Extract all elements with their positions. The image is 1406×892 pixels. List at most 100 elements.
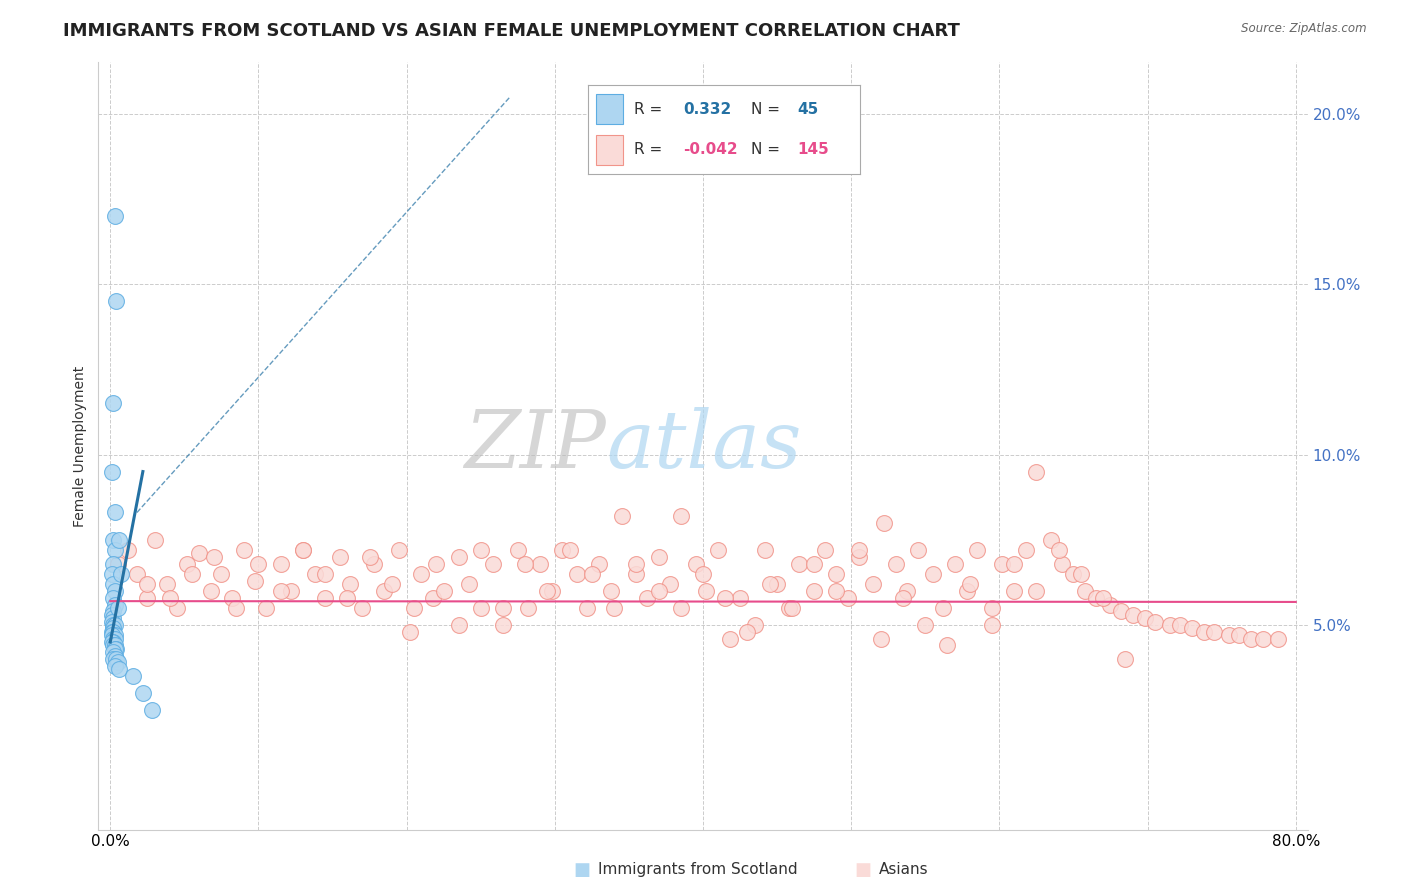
Point bbox=[551, 543, 574, 558]
Point bbox=[470, 601, 492, 615]
Point bbox=[914, 618, 936, 632]
Point bbox=[991, 557, 1014, 571]
Point bbox=[932, 601, 955, 615]
Point bbox=[1229, 628, 1251, 642]
Point bbox=[1002, 557, 1025, 571]
Point bbox=[576, 601, 599, 615]
Point bbox=[100, 465, 122, 479]
Point bbox=[104, 648, 127, 663]
Text: Asians: Asians bbox=[879, 863, 928, 877]
Text: IMMIGRANTS FROM SCOTLAND VS ASIAN FEMALE UNEMPLOYMENT CORRELATION CHART: IMMIGRANTS FROM SCOTLAND VS ASIAN FEMALE… bbox=[63, 22, 960, 40]
Point bbox=[1133, 611, 1156, 625]
Point bbox=[647, 583, 669, 598]
Point bbox=[100, 624, 122, 639]
Point bbox=[536, 583, 558, 598]
Point bbox=[1025, 465, 1047, 479]
Point bbox=[221, 591, 243, 605]
Point bbox=[422, 591, 444, 605]
Point bbox=[402, 601, 425, 615]
Point bbox=[100, 566, 122, 581]
Point bbox=[789, 557, 811, 571]
Point bbox=[103, 632, 125, 646]
Point bbox=[280, 583, 302, 598]
Point bbox=[896, 583, 918, 598]
Point bbox=[1181, 621, 1204, 635]
Point bbox=[581, 566, 603, 581]
Point bbox=[336, 591, 359, 605]
Point bbox=[803, 557, 825, 571]
Point bbox=[565, 566, 588, 581]
Point bbox=[588, 557, 610, 571]
Point bbox=[411, 566, 433, 581]
Point bbox=[714, 591, 737, 605]
Point bbox=[363, 557, 385, 571]
Point bbox=[1240, 632, 1263, 646]
Point bbox=[125, 566, 148, 581]
Point bbox=[103, 645, 125, 659]
Point bbox=[104, 641, 127, 656]
Text: Source: ZipAtlas.com: Source: ZipAtlas.com bbox=[1241, 22, 1367, 36]
Point bbox=[104, 543, 127, 558]
Point bbox=[381, 577, 404, 591]
Point bbox=[754, 543, 776, 558]
Text: ■: ■ bbox=[855, 861, 872, 879]
Point bbox=[104, 659, 127, 673]
Point bbox=[103, 533, 125, 547]
Point bbox=[270, 583, 292, 598]
Point bbox=[225, 601, 247, 615]
Point bbox=[100, 607, 122, 622]
Point bbox=[103, 639, 125, 653]
Text: atlas: atlas bbox=[606, 408, 801, 484]
Point bbox=[425, 557, 447, 571]
Point bbox=[188, 546, 211, 560]
Text: Immigrants from Scotland: Immigrants from Scotland bbox=[598, 863, 797, 877]
Point bbox=[492, 601, 515, 615]
Point bbox=[304, 566, 326, 581]
Point bbox=[103, 624, 125, 639]
Point bbox=[515, 557, 537, 571]
Point bbox=[121, 669, 143, 683]
Point bbox=[1050, 557, 1073, 571]
Point bbox=[105, 652, 128, 666]
Point bbox=[176, 557, 198, 571]
Point bbox=[159, 591, 181, 605]
Point bbox=[103, 604, 125, 618]
Point bbox=[141, 703, 163, 717]
Point bbox=[103, 611, 125, 625]
Point bbox=[1109, 604, 1132, 618]
Point bbox=[1070, 566, 1092, 581]
Point bbox=[1047, 543, 1070, 558]
Point bbox=[825, 583, 848, 598]
Point bbox=[103, 635, 125, 649]
Point bbox=[247, 557, 270, 571]
Point bbox=[136, 577, 159, 591]
Point bbox=[104, 618, 127, 632]
Point bbox=[803, 583, 825, 598]
Point bbox=[329, 549, 352, 564]
Point bbox=[104, 209, 127, 223]
Point bbox=[103, 591, 125, 605]
Point bbox=[202, 549, 225, 564]
Point bbox=[780, 601, 803, 615]
Point bbox=[104, 632, 127, 646]
Point bbox=[110, 566, 132, 581]
Point bbox=[291, 543, 314, 558]
Point bbox=[470, 543, 492, 558]
Point bbox=[1015, 543, 1038, 558]
Point bbox=[966, 543, 988, 558]
Text: ■: ■ bbox=[574, 861, 591, 879]
Point bbox=[103, 618, 125, 632]
Y-axis label: Female Unemployment: Female Unemployment bbox=[73, 366, 87, 526]
Point bbox=[558, 543, 581, 558]
Point bbox=[107, 557, 129, 571]
Point bbox=[433, 583, 456, 598]
Point bbox=[659, 577, 682, 591]
Point bbox=[728, 591, 751, 605]
Point bbox=[270, 557, 292, 571]
Point bbox=[848, 549, 870, 564]
Point bbox=[1159, 618, 1181, 632]
Point bbox=[1267, 632, 1289, 646]
Point bbox=[373, 583, 395, 598]
Point bbox=[200, 583, 222, 598]
Point bbox=[862, 577, 884, 591]
